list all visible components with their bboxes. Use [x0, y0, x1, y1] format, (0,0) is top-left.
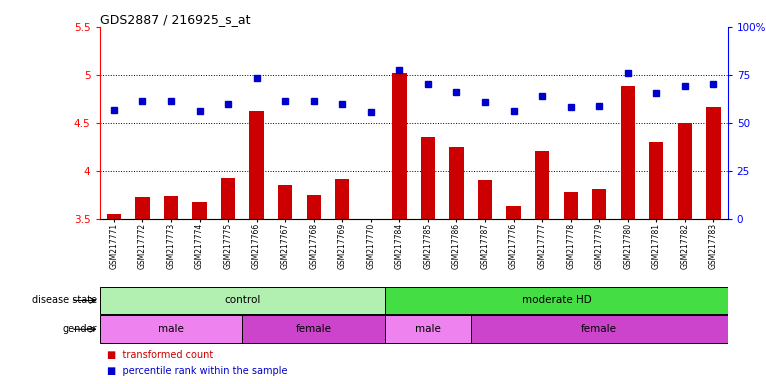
Bar: [421, 137, 435, 219]
Text: GDS2887 / 216925_s_at: GDS2887 / 216925_s_at: [100, 13, 250, 26]
Text: disease state: disease state: [31, 295, 97, 306]
Bar: [535, 151, 549, 219]
Bar: [620, 86, 635, 219]
Bar: [221, 177, 235, 219]
Text: ■  transformed count: ■ transformed count: [107, 350, 214, 360]
Text: control: control: [224, 295, 260, 306]
Bar: [278, 185, 293, 219]
Bar: [471, 316, 728, 343]
Bar: [250, 111, 264, 219]
Bar: [678, 123, 692, 219]
Bar: [192, 202, 207, 219]
Bar: [385, 286, 728, 314]
Text: ■  percentile rank within the sample: ■ percentile rank within the sample: [107, 366, 288, 376]
Bar: [164, 196, 178, 219]
Text: male: male: [158, 324, 184, 334]
Bar: [478, 180, 492, 219]
Bar: [564, 192, 578, 219]
Bar: [392, 73, 407, 219]
Bar: [649, 142, 663, 219]
Text: male: male: [415, 324, 441, 334]
Bar: [242, 316, 385, 343]
Bar: [306, 195, 321, 219]
Bar: [336, 179, 349, 219]
Bar: [385, 316, 471, 343]
Bar: [100, 316, 242, 343]
Text: female: female: [296, 324, 332, 334]
Text: gender: gender: [62, 324, 97, 334]
Bar: [100, 286, 385, 314]
Bar: [136, 197, 149, 219]
Bar: [450, 147, 463, 219]
Bar: [106, 214, 121, 219]
Bar: [506, 207, 521, 219]
Bar: [706, 107, 721, 219]
Bar: [592, 189, 607, 219]
Text: female: female: [581, 324, 617, 334]
Text: moderate HD: moderate HD: [522, 295, 591, 306]
